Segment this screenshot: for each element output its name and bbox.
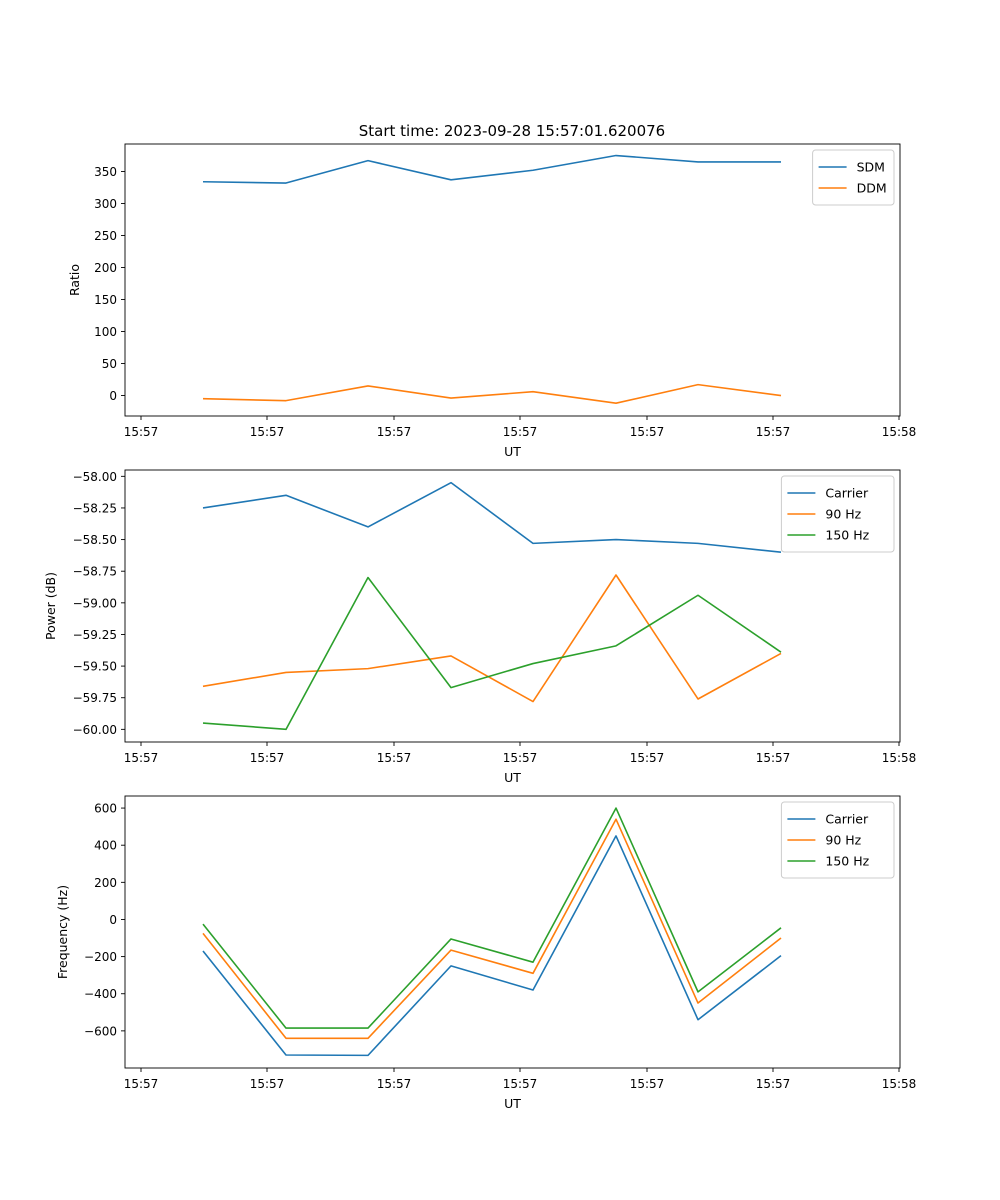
y-tick-label: −58.25: [73, 501, 117, 515]
plot-area: [125, 796, 900, 1068]
x-tick-label: 15:57: [756, 425, 791, 439]
x-tick-label: 15:58: [882, 1077, 917, 1091]
x-axis-label: UT: [504, 444, 521, 459]
panel-3: 15:57 15:57 15:57 15:57 15:57 15:57 15:58 −600 −…: [55, 795, 917, 1111]
y-axis-label: Power (dB): [43, 572, 58, 640]
legend: Carrier 90 Hz 150 Hz: [780, 801, 895, 879]
x-tick-label: 15:57: [756, 1077, 791, 1091]
x-tick-label: 15:57: [377, 425, 412, 439]
panel-2: 15:57 15:57 15:57 15:57 15:57 15:57 15:58 −60.0…: [43, 469, 917, 785]
panel-1: 15:57 15:57 15:57 15:57 15:57 15:57 15:58 0 50 10…: [67, 143, 917, 459]
legend-label: 90 Hz: [825, 833, 861, 848]
y-tick-label: −59.25: [73, 628, 117, 642]
legend-label: Carrier: [825, 486, 869, 501]
legend: Carrier 90 Hz 150 Hz: [780, 475, 895, 553]
legend: SDM DDM: [812, 149, 895, 206]
y-tick-label: 0: [109, 913, 117, 927]
figure-title: Start time: 2023-09-28 15:57:01.620076: [359, 122, 665, 140]
y-tick-label: 600: [94, 802, 117, 816]
legend-box: [780, 801, 895, 879]
y-tick-label: −58.75: [73, 565, 117, 579]
axes-frame: [124, 795, 901, 1069]
y-tick-label: −400: [84, 987, 117, 1001]
x-tick-label: 15:57: [250, 1077, 285, 1091]
x-tick-label: 15:57: [503, 425, 538, 439]
x-tick-label: 15:57: [630, 751, 665, 765]
y-tick-label: −59.75: [73, 691, 117, 705]
series-line-90-hz: [202, 818, 782, 1040]
y-axis-label: Ratio: [67, 264, 82, 296]
x-tick-label: 15:57: [377, 1077, 412, 1091]
x-tick-label: 15:58: [882, 425, 917, 439]
y-tick-label: 250: [94, 229, 117, 243]
y-tick-label: −58.00: [73, 470, 117, 484]
legend-box: [780, 475, 895, 553]
y-tick-label: 300: [94, 197, 117, 211]
y-tick-label: 0: [109, 389, 117, 403]
y-tick-label: 200: [94, 261, 117, 275]
legend-label: 90 Hz: [825, 507, 861, 522]
panels: 15:57 15:57 15:57 15:57 15:57 15:57 15:58 0 50 10…: [43, 143, 917, 1111]
x-tick-label: 15:57: [250, 751, 285, 765]
y-tick-label: −60.00: [73, 723, 117, 737]
y-tick-label: 350: [94, 165, 117, 179]
y-tick-label: −200: [84, 950, 117, 964]
legend-label: SDM: [857, 160, 885, 175]
legend-label: DDM: [857, 181, 887, 196]
axes-frame: [124, 143, 901, 417]
legend-box: [812, 149, 895, 206]
series-line-150-hz: [202, 576, 782, 731]
x-tick-label: 15:57: [630, 425, 665, 439]
y-tick-label: −58.50: [73, 533, 117, 547]
y-tick-label: 200: [94, 876, 117, 890]
y-tick-label: 400: [94, 839, 117, 853]
legend-label: Carrier: [825, 812, 869, 827]
x-tick-label: 15:57: [124, 425, 159, 439]
series-line-sdm: [202, 154, 781, 184]
x-tick-label: 15:57: [124, 1077, 159, 1091]
series-line-90-hz: [202, 574, 782, 703]
plot-area: [125, 144, 900, 416]
y-tick-label: −600: [84, 1024, 117, 1038]
y-tick-label: 100: [94, 325, 117, 339]
series-line-ddm: [202, 383, 782, 405]
series-line-carrier: [202, 835, 782, 1057]
x-tick-label: 15:58: [882, 751, 917, 765]
x-tick-label: 15:57: [503, 1077, 538, 1091]
series-line-150-hz: [202, 807, 782, 1029]
plot-area: [125, 470, 900, 742]
y-tick-label: −59.00: [73, 596, 117, 610]
axes-frame: [124, 469, 901, 743]
x-tick-label: 15:57: [503, 751, 538, 765]
x-axis-label: UT: [504, 1096, 521, 1111]
y-tick-label: 50: [102, 357, 117, 371]
x-tick-label: 15:57: [250, 425, 285, 439]
series-line-carrier: [202, 481, 782, 554]
x-axis-label: UT: [504, 770, 521, 785]
legend-label: 150 Hz: [825, 854, 869, 869]
x-tick-label: 15:57: [630, 1077, 665, 1091]
y-tick-label: −59.50: [73, 660, 117, 674]
y-tick-label: 150: [94, 293, 117, 307]
x-tick-label: 15:57: [756, 751, 791, 765]
legend-label: 150 Hz: [825, 528, 869, 543]
y-axis-label: Frequency (Hz): [55, 885, 70, 979]
x-tick-label: 15:57: [124, 751, 159, 765]
x-tick-label: 15:57: [377, 751, 412, 765]
